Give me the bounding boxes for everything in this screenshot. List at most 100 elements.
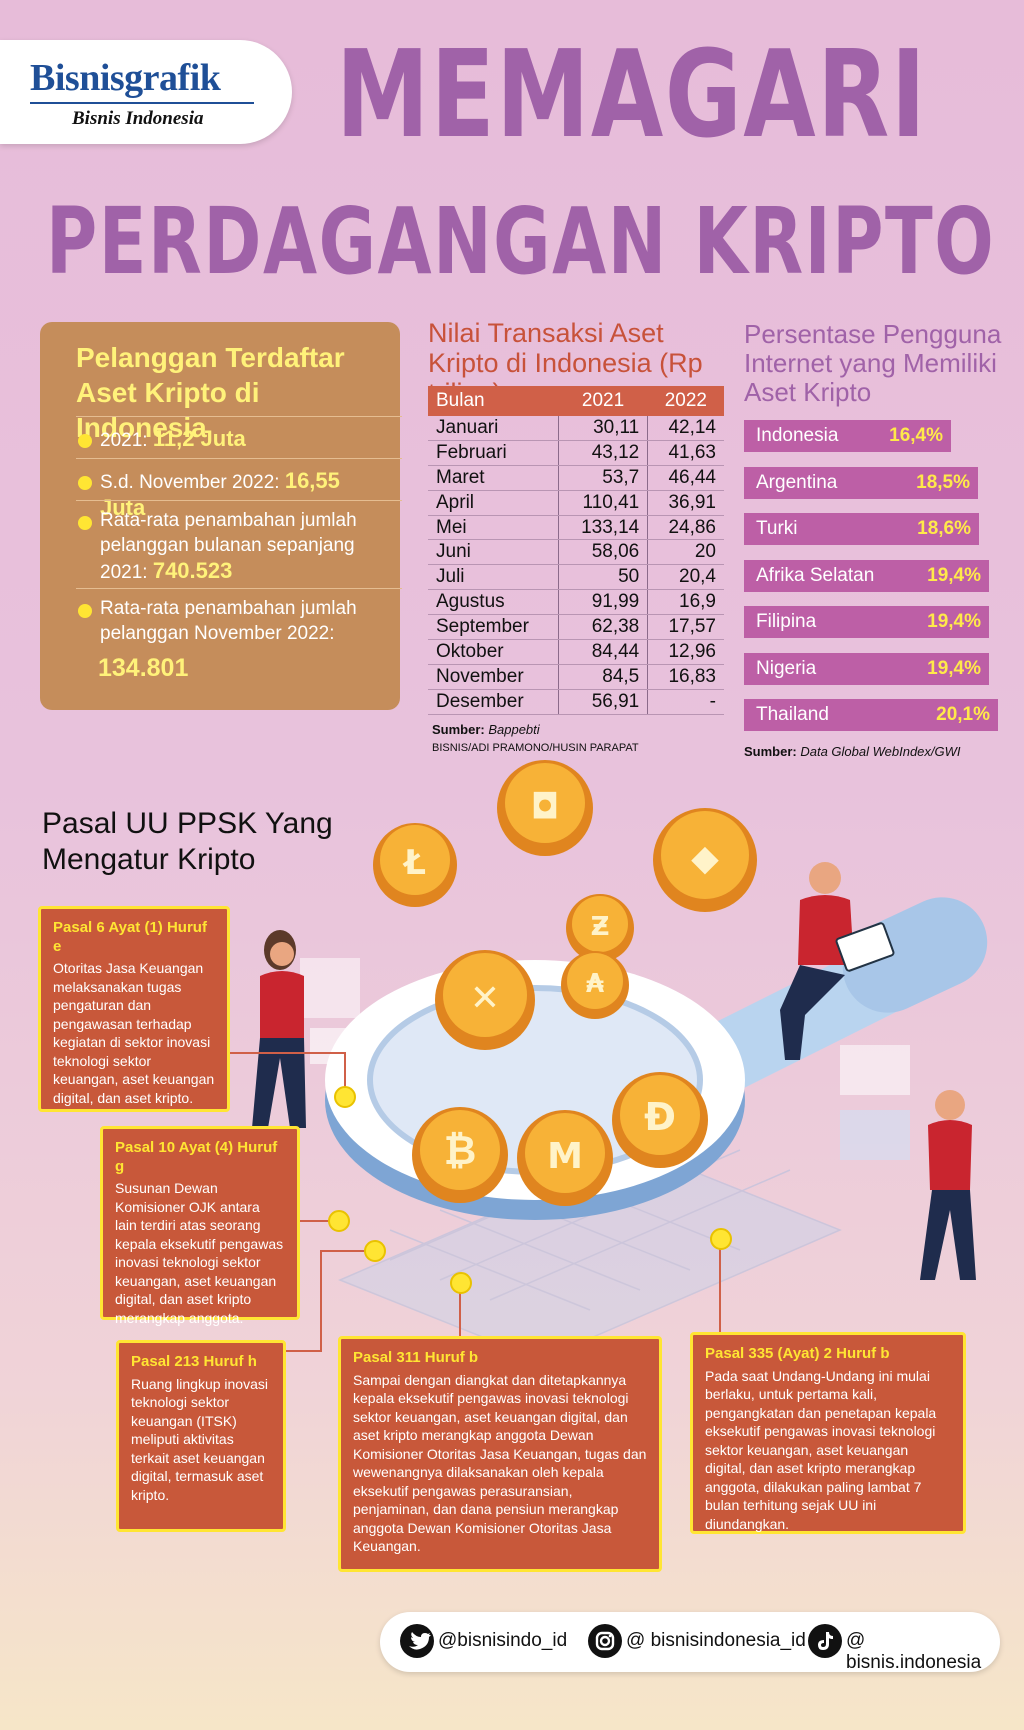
person-tablet-icon xyxy=(252,930,360,1128)
value-cell: 41,63 xyxy=(647,440,724,466)
person-standing-icon xyxy=(920,1090,976,1280)
tiktok-handle[interactable]: @ bisnis.indonesia xyxy=(846,1630,982,1673)
crypto-illustration: ₿ M Ð ✕ Ł ◘ ◆ Ƶ ₳ xyxy=(280,760,988,1360)
divider xyxy=(76,416,402,417)
table-row: Januari 30,11 42,14 xyxy=(428,416,724,441)
value-cell: 46,44 xyxy=(647,465,724,491)
monero-coin-icon: M xyxy=(517,1110,613,1206)
svg-text:◘: ◘ xyxy=(531,787,560,827)
bullet-icon xyxy=(78,516,92,530)
table-row: Desember 56,91- xyxy=(428,689,724,715)
svg-text:Ł: Ł xyxy=(402,843,426,883)
divider xyxy=(76,458,402,459)
crypto-coin-icon: ◘ xyxy=(497,760,593,856)
value-cell: 20 xyxy=(647,539,724,566)
table-header-row: Bulan 2021 2022 xyxy=(428,386,724,416)
svg-text:✕: ✕ xyxy=(470,978,500,1019)
bar-value-label: 18,6% xyxy=(917,518,971,539)
column-header: Bulan xyxy=(428,386,559,416)
svg-text:Ƶ: Ƶ xyxy=(591,912,610,942)
screen-panel-icon xyxy=(840,1045,910,1160)
bar: Indonesia 16,4% xyxy=(744,420,951,452)
instagram-handle[interactable]: @ bisnisindonesia_id xyxy=(626,1630,806,1651)
connector-line xyxy=(320,1252,322,1352)
pasal-card-body: Sampai dengan diangkat dan ditetapkannya… xyxy=(353,1371,647,1555)
pasal-card-heading: Pasal 213 Huruf h xyxy=(131,1353,257,1370)
value-cell: 56,91 xyxy=(558,689,649,715)
subscriber-item: S.d. November 2022: 16,55 Juta xyxy=(100,468,340,520)
pasal-card: Pasal 10 Ayat (4) Huruf g Susunan Dewan … xyxy=(100,1126,300,1326)
connector-dot-icon xyxy=(710,1228,732,1250)
table-row: Juni 58,06 20 xyxy=(428,539,724,566)
pasal-card: Pasal 6 Ayat (1) Huruf e Otoritas Jasa K… xyxy=(38,906,230,1112)
table-row: September 62,38 17,57 xyxy=(428,614,724,641)
pasal-card: Pasal 311 Huruf b Sampai dengan diangkat… xyxy=(338,1336,662,1572)
bar: Turki 18,6% xyxy=(744,513,979,545)
subscriber-value: 134.801 xyxy=(98,654,189,682)
table-row: Oktober 84,44 12,96 xyxy=(428,639,724,665)
value-cell: 17,57 xyxy=(647,614,724,641)
svg-text:₳: ₳ xyxy=(586,969,604,999)
month-cell: November xyxy=(428,664,559,690)
subscriber-item: Rata-rata penambahan jumlah pelanggan bu… xyxy=(100,510,357,583)
bar-category-label: Indonesia xyxy=(756,425,839,446)
publisher-name: Bisnis Indonesia xyxy=(72,108,204,129)
month-cell: April xyxy=(428,490,559,516)
divider xyxy=(76,588,402,589)
bar-category-label: Turki xyxy=(756,518,798,539)
pasal-card-heading: Pasal 6 Ayat (1) Huruf e xyxy=(53,919,207,955)
value-cell: 110,41 xyxy=(558,490,649,516)
value-cell: 50 xyxy=(558,564,649,591)
pasal-card: Pasal 213 Huruf h Ruang lingkup inovasi … xyxy=(116,1340,286,1532)
dogecoin-coin-icon: Ð xyxy=(612,1072,708,1168)
table-row: Juli 50 20,4 xyxy=(428,564,724,591)
value-cell: 12,96 xyxy=(647,639,724,665)
column-header: 2021 xyxy=(558,386,648,416)
value-cell: - xyxy=(647,689,724,715)
subscriber-item: 2021: 11,2 Juta xyxy=(100,426,246,451)
value-cell: 62,38 xyxy=(558,614,649,641)
tiktok-icon[interactable] xyxy=(808,1624,842,1658)
bar-value-label: 19,4% xyxy=(927,564,981,586)
month-cell: Januari xyxy=(428,416,559,441)
subscriber-item: Rata-rata penambahan jumlah pelanggan No… xyxy=(100,598,357,644)
month-cell: Desember xyxy=(428,689,559,715)
svg-text:Ð: Ð xyxy=(644,1095,676,1139)
value-cell: 16,83 xyxy=(647,664,724,690)
transaction-table: Bulan 2021 2022 Januari 30,11 42,14 Februar… xyxy=(428,386,724,715)
twitter-handle[interactable]: @bisnisindo_id xyxy=(438,1630,568,1651)
month-cell: Februari xyxy=(428,440,559,466)
table-row: November 84,5 16,83 xyxy=(428,664,724,690)
bar-value-label: 19,4% xyxy=(927,611,981,632)
connector-line xyxy=(459,1290,461,1336)
bar: Filipina 19,4% xyxy=(744,606,989,638)
bitcoin-coin-icon: ₿ xyxy=(412,1107,508,1203)
svg-text:◆: ◆ xyxy=(691,838,719,879)
bar-value-label: 19,4% xyxy=(927,657,981,679)
month-cell: Juli xyxy=(428,564,559,591)
page-title-line2: PERDAGANGAN KRIPTO xyxy=(46,188,996,295)
chart-source: Sumber: Data Global WebIndex/GWI xyxy=(744,744,961,759)
instagram-icon[interactable] xyxy=(588,1624,622,1658)
connector-dot-icon xyxy=(328,1210,350,1232)
table-row: Mei 133,14 24,86 xyxy=(428,515,724,541)
table-row: Maret 53,7 46,44 xyxy=(428,465,724,491)
connector-dot-icon xyxy=(364,1240,386,1262)
column-header: 2022 xyxy=(647,386,724,416)
table-row: Februari 43,12 41,63 xyxy=(428,440,724,466)
connector-dot-icon xyxy=(450,1272,472,1294)
bar-category-label: Afrika Selatan xyxy=(756,564,875,586)
connector-line xyxy=(230,1052,346,1054)
connector-line xyxy=(344,1052,346,1094)
brand-name: Bisnisgrafik xyxy=(30,57,221,99)
value-cell: 42,14 xyxy=(647,416,724,441)
month-cell: Maret xyxy=(428,465,559,491)
bullet-icon xyxy=(78,434,92,448)
twitter-icon[interactable] xyxy=(400,1624,434,1658)
bar-category-label: Filipina xyxy=(756,611,817,632)
bar: Nigeria 19,4% xyxy=(744,652,989,685)
bar-chart-title: Persentase Pengguna Internet yang Memili… xyxy=(744,319,1002,407)
subscriber-heading: Pelanggan Terdaftar Aset Kripto di Indon… xyxy=(76,342,345,443)
table-row: April 110,41 36,91 xyxy=(428,490,724,516)
pasal-card-body: Otoritas Jasa Keuangan melaksanakan tuga… xyxy=(53,960,215,1106)
